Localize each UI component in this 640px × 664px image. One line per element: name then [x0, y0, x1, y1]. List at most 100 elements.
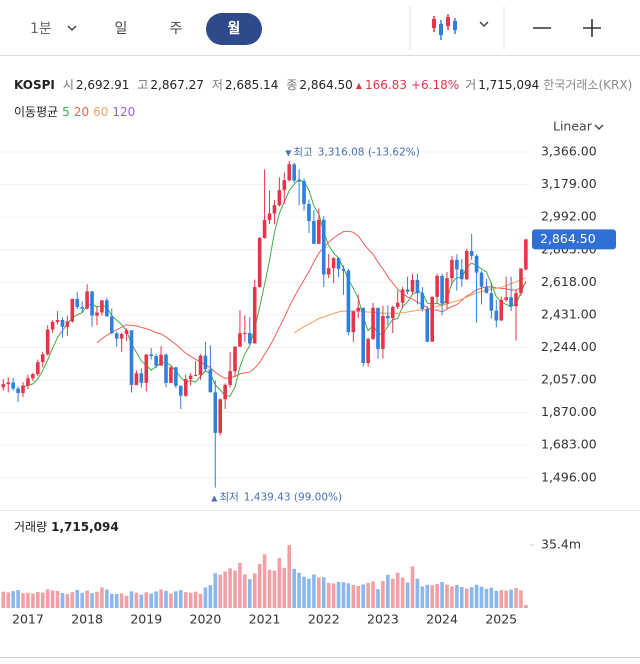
y-tick-label: 2,618.00 [541, 274, 597, 289]
candle-body [31, 374, 35, 379]
candle-body [282, 180, 287, 191]
candle-body [208, 369, 213, 393]
candle-body [124, 330, 129, 334]
volume-bar [267, 569, 272, 608]
volume-bar [45, 589, 50, 608]
ma-period: 5 [62, 105, 70, 119]
candle-body [100, 300, 104, 313]
field-value: 2,867.27 [150, 78, 203, 92]
volume-bar [341, 582, 346, 608]
volume-bar [238, 562, 242, 608]
volume-bar [484, 588, 489, 608]
candle-body [1, 384, 6, 388]
candle-body [524, 239, 528, 270]
candle-body [243, 333, 247, 335]
volume-bar [307, 578, 311, 608]
candle-body [45, 329, 50, 355]
volume-bar [351, 584, 356, 608]
volume-bar [366, 582, 370, 608]
candle-body [178, 385, 183, 396]
volume-bar [405, 582, 410, 608]
last-price-tag [532, 229, 616, 250]
candle-body [95, 312, 99, 316]
candle-body [169, 367, 173, 383]
volume-bar [154, 591, 158, 608]
candle-body [11, 382, 15, 389]
y-tick-label: 1,870.00 [541, 404, 597, 419]
y-tick-label: 1,496.00 [541, 469, 597, 484]
volume-bar [435, 583, 439, 608]
volume-bar [149, 593, 153, 608]
volume-bar [509, 589, 513, 608]
tab[interactable]: 일 [115, 21, 128, 37]
volume-bar [124, 595, 129, 608]
candle-body [16, 388, 20, 393]
y-tick-label: 3,179.00 [541, 176, 597, 191]
interval-select[interactable]: 1분 [30, 21, 52, 37]
candle-body [144, 354, 149, 383]
candle-body [317, 219, 321, 244]
candle-body [361, 307, 365, 364]
tab[interactable]: 주 [170, 21, 183, 37]
candle-body [484, 286, 489, 294]
y-tick-label: 3,366.00 [541, 144, 597, 159]
volume-bar [420, 586, 425, 608]
exchange: 한국거래소(KRX) [543, 78, 632, 92]
candle-body [198, 355, 203, 375]
y-tick-label: 35.4m [541, 537, 581, 552]
chart-type-icon[interactable] [432, 14, 457, 40]
candle-body [494, 310, 499, 321]
volume-bar [489, 587, 494, 608]
candle-body [50, 321, 55, 330]
volume-bar [233, 570, 237, 608]
volume-bar [331, 583, 336, 608]
candle-body [479, 272, 484, 287]
candle-body [390, 307, 395, 319]
volume-bar [400, 577, 405, 608]
volume-bar [425, 584, 430, 608]
zoom-in[interactable] [583, 19, 601, 37]
candle-body [302, 181, 306, 204]
volume-bar [6, 592, 11, 608]
volume-bar [95, 591, 99, 608]
volume-bar [65, 594, 70, 608]
volume-bar [21, 593, 25, 608]
candle-body [519, 268, 523, 294]
volume-bar [479, 586, 484, 608]
candle-body [312, 221, 316, 244]
candle-body [509, 297, 513, 307]
volume-bar [376, 589, 380, 608]
field-value: 2,685.14 [225, 78, 278, 92]
volume-bar [105, 589, 109, 608]
extreme-annotation: ▼ 최고 3,316.08 (-13.62%) [285, 147, 420, 159]
volume-bar [440, 582, 444, 608]
volume-bar [129, 591, 134, 608]
chevron-icon[interactable] [67, 25, 77, 32]
candle-body [366, 338, 370, 364]
tab[interactable]: 월 [228, 20, 241, 37]
candle-body [213, 392, 218, 433]
y-tick-label: 2,244.00 [541, 339, 597, 354]
chevron-icon[interactable] [479, 21, 489, 28]
volume-bar [282, 567, 287, 608]
candle-body [272, 205, 277, 214]
candle-body [469, 250, 474, 256]
candle-body [21, 385, 25, 393]
volume-bar [36, 591, 40, 608]
volume-bar [292, 568, 296, 608]
candle-body [346, 270, 351, 333]
candle-body [341, 268, 346, 271]
field-value: 2,692.91 [76, 78, 129, 92]
volume-bar [415, 578, 420, 608]
candle-body [218, 399, 223, 433]
volume-bar [183, 592, 188, 608]
x-tick-label: 2021 [249, 612, 281, 627]
chevron-icon[interactable] [594, 124, 604, 130]
scale-select[interactable]: Linear [553, 119, 593, 134]
candle-body [405, 289, 410, 292]
volume-bar [193, 591, 198, 608]
candle-body [159, 354, 163, 366]
candle-body [386, 315, 390, 319]
volume-bar [494, 590, 499, 608]
